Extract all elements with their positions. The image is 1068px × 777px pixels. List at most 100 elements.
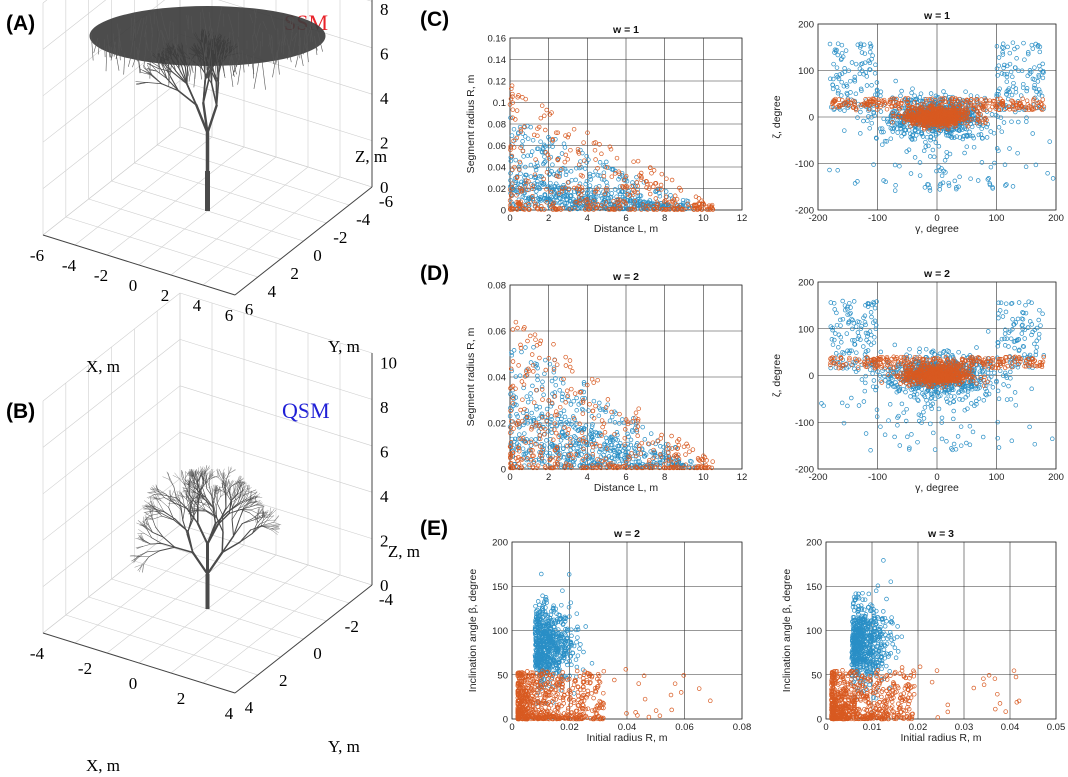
- tree-branch: [151, 537, 162, 544]
- tree-branch: [136, 546, 143, 549]
- y-tick-label: -4: [379, 590, 394, 609]
- tree-branch: [143, 533, 152, 539]
- tree-branch: [149, 490, 158, 493]
- tree-branch: [147, 492, 155, 495]
- y-tick-label: 0.12: [488, 77, 507, 88]
- tree-branch: [239, 492, 248, 498]
- tree-branch: [221, 482, 226, 487]
- tree-twig: [295, 47, 301, 68]
- tree-branch: [201, 494, 207, 500]
- tree-twig: [190, 16, 193, 34]
- tree-twig: [115, 50, 119, 59]
- y-tick-label: -4: [356, 210, 371, 229]
- x-tick-label: -4: [62, 256, 77, 275]
- tree-branch: [169, 478, 175, 488]
- tree-branch: [178, 478, 186, 486]
- tree-branch: [211, 475, 219, 479]
- ssm-point: [533, 174, 538, 179]
- tree-branch: [216, 517, 224, 533]
- tree-branch: [187, 495, 192, 502]
- tree-branch: [271, 524, 279, 528]
- tree-branch: [230, 498, 233, 508]
- tree-branch: [225, 481, 227, 487]
- ssm-point: [549, 194, 554, 200]
- tree-branch: [251, 523, 261, 534]
- z-axis-label-b: Z, m: [388, 542, 420, 561]
- tree-branch: [157, 488, 167, 495]
- tree-branch: [140, 533, 144, 541]
- tree-branch: [213, 484, 215, 494]
- tree-branch: [187, 482, 193, 486]
- panel-letter-b: (B): [6, 400, 35, 423]
- tree-branch: [196, 510, 207, 512]
- ssm-point: [522, 134, 528, 139]
- grid-line: [42, 385, 181, 495]
- tree-branch: [182, 498, 186, 509]
- z-tick-label: 10: [380, 353, 397, 372]
- tree-branch: [149, 63, 157, 72]
- tree-branch: [215, 505, 218, 519]
- tree-branch: [192, 471, 195, 477]
- tree-branch: [146, 529, 152, 539]
- tree-branch: [195, 483, 203, 489]
- ssm-point: [532, 175, 537, 180]
- tree-branch: [246, 484, 250, 491]
- tree-branch: [161, 542, 176, 548]
- tree-branch: [246, 497, 253, 502]
- tree-branch: [251, 523, 258, 534]
- tree-twig: [107, 34, 111, 58]
- tree-branch: [222, 486, 227, 496]
- chart-title: w = 1: [923, 10, 950, 22]
- y-tick-label: -6: [379, 192, 393, 211]
- tree-branch: [266, 515, 274, 518]
- tree-branch: [237, 480, 241, 487]
- tree-branch: [209, 469, 214, 477]
- tree-branch: [192, 495, 200, 500]
- tree-branch: [205, 497, 214, 509]
- ssm-point: [549, 169, 554, 174]
- tree-branch: [188, 475, 190, 485]
- tree-twig: [90, 33, 94, 61]
- x-tick-label: 0: [129, 674, 138, 693]
- tree-twig: [268, 34, 273, 54]
- tree-branch: [243, 504, 252, 510]
- tree-branch: [145, 522, 148, 530]
- tree-branch: [196, 495, 199, 504]
- tree-branch: [133, 555, 138, 564]
- x-tick-label: -2: [78, 659, 92, 678]
- tree-branch: [194, 471, 199, 477]
- ssm-point: [559, 151, 565, 156]
- tree-branch: [186, 486, 189, 495]
- tree-branch: [195, 500, 203, 503]
- tree-branch: [182, 495, 190, 499]
- tree-branch: [146, 494, 155, 498]
- tree-twig: [231, 56, 237, 75]
- tree-branch: [185, 484, 191, 490]
- tree-twig: [245, 54, 250, 67]
- tree-branch: [250, 501, 258, 503]
- tree-branch: [176, 490, 180, 499]
- x-tick-label: 100: [989, 213, 1005, 224]
- tree-twig: [291, 16, 294, 35]
- tree-branch: [250, 509, 258, 514]
- ssm-point: [550, 162, 555, 167]
- tree-branch: [182, 471, 184, 479]
- tree-twig: [228, 14, 234, 34]
- tree-branch: [243, 493, 248, 500]
- tree-branch: [223, 473, 226, 480]
- tree-branch: [223, 481, 227, 487]
- tree-branch: [174, 546, 194, 554]
- tree-branch: [212, 496, 217, 506]
- tree-branch: [216, 493, 219, 504]
- tree-branch: [202, 77, 207, 104]
- tree-branch: [139, 71, 151, 75]
- tree-branch: [151, 517, 156, 528]
- x-tick-label: 2: [546, 213, 551, 224]
- ssm-point: [577, 181, 583, 187]
- ssm-point: [537, 174, 542, 179]
- tree-branch: [202, 480, 205, 489]
- tree-twig: [253, 55, 255, 79]
- tree-branch: [149, 509, 153, 518]
- x-tick-label: 8: [662, 213, 667, 224]
- tree-branch: [240, 506, 251, 510]
